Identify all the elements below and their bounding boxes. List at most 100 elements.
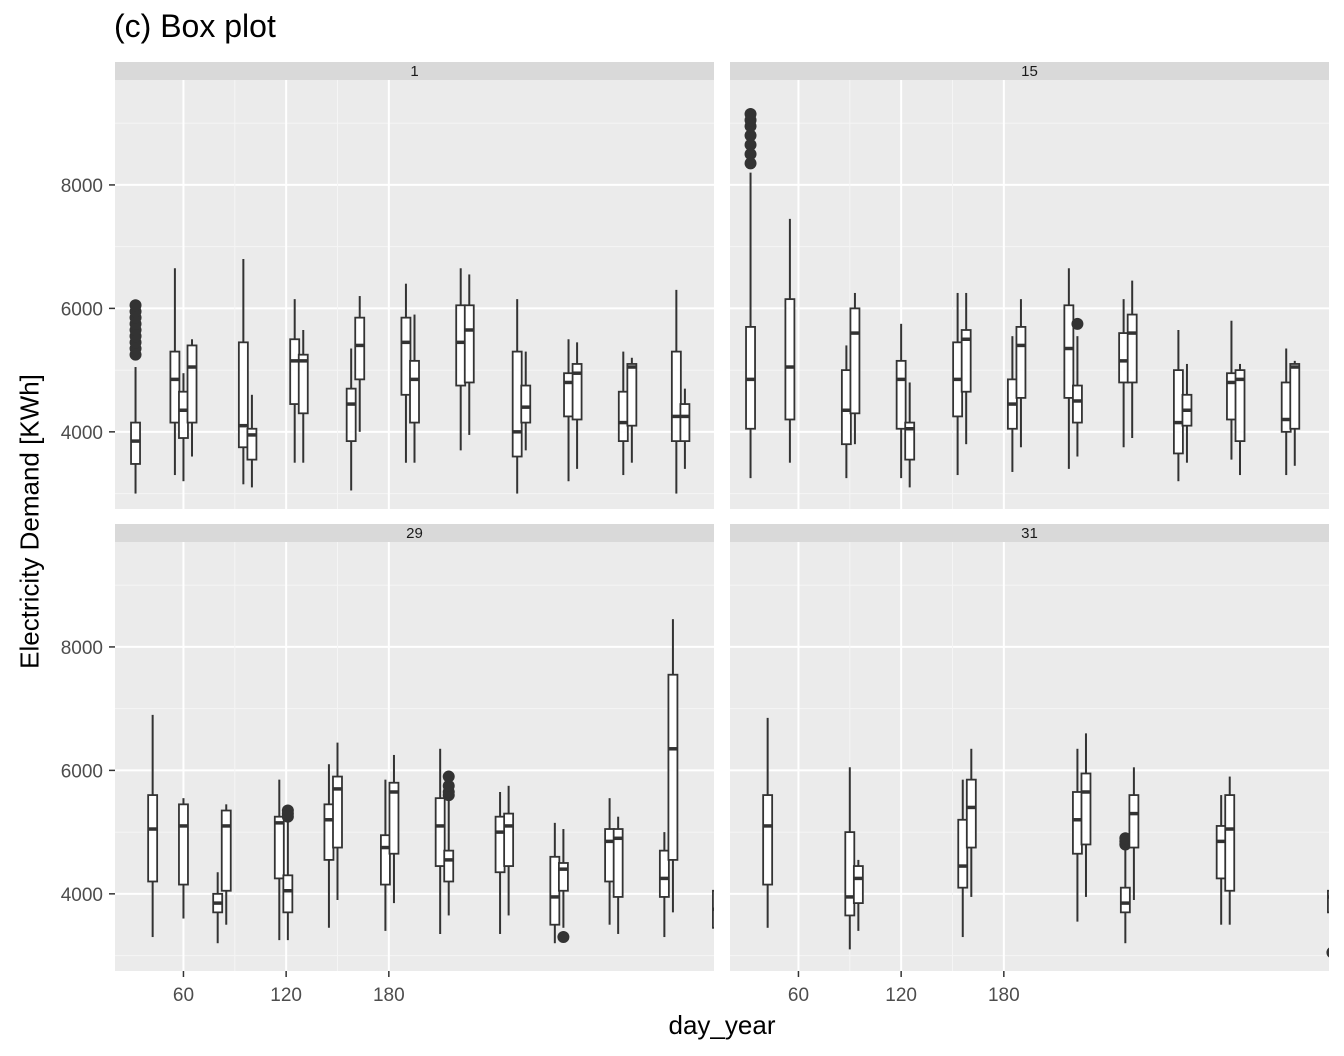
- box-iqr: [1215, 825, 1227, 880]
- box: [1289, 360, 1301, 466]
- x-tick-label: 60: [788, 985, 809, 1006]
- box-iqr: [186, 344, 198, 424]
- box: [400, 283, 412, 463]
- box: [667, 619, 679, 913]
- box: [1126, 280, 1138, 439]
- y-tick-label: 8000: [61, 638, 103, 659]
- box-iqr: [549, 855, 561, 926]
- box-iqr: [604, 828, 616, 883]
- box-iqr: [965, 778, 977, 849]
- box-iqr: [323, 803, 335, 861]
- box: [220, 804, 232, 925]
- box: [604, 798, 616, 925]
- box-iqr: [220, 809, 232, 892]
- facet-panel-1: 1 4000 6000 8000: [61, 62, 714, 509]
- box: [345, 348, 357, 491]
- box: [1063, 268, 1075, 469]
- box: [494, 791, 506, 934]
- box-iqr: [332, 775, 343, 849]
- box-iqr: [1336, 373, 1344, 450]
- box-group: [744, 107, 1344, 488]
- box: [849, 292, 861, 445]
- box-iqr: [297, 353, 309, 415]
- box-iqr: [852, 865, 864, 905]
- box-iqr: [494, 815, 506, 874]
- box: [297, 329, 309, 463]
- box: [237, 259, 249, 485]
- box-iqr: [169, 350, 181, 424]
- outlier-point: [129, 299, 142, 312]
- box-iqr: [409, 359, 420, 424]
- box-iqr: [443, 849, 455, 883]
- panel-background: [115, 542, 714, 971]
- box-iqr: [130, 421, 141, 465]
- box-iqr: [762, 794, 774, 886]
- box: [626, 357, 638, 463]
- y-tick-label: 6000: [61, 299, 103, 320]
- box-iqr: [246, 427, 258, 461]
- box-iqr: [282, 874, 294, 914]
- box: [957, 779, 969, 938]
- chart-title: (c) Box plot: [114, 8, 276, 44]
- outlier-point: [744, 157, 757, 170]
- box: [612, 816, 624, 934]
- x-tick-label: 60: [173, 985, 194, 1006]
- box: [1006, 336, 1018, 472]
- x-axis-label: day_year: [668, 1010, 776, 1040]
- box: [557, 829, 570, 944]
- box: [434, 748, 446, 934]
- box: [960, 292, 972, 445]
- box: [1071, 317, 1084, 457]
- box: [965, 748, 977, 897]
- box: [354, 296, 366, 432]
- box-iqr: [463, 304, 475, 384]
- outlier-point: [744, 107, 757, 120]
- box: [178, 798, 189, 919]
- facet-strip: [115, 62, 714, 80]
- box-iqr: [1072, 384, 1083, 424]
- box: [721, 900, 730, 952]
- box: [852, 859, 864, 931]
- x-tick-label: 180: [988, 985, 1020, 1006]
- box: [409, 314, 420, 463]
- box: [1224, 776, 1236, 925]
- box: [388, 754, 400, 904]
- facet-panel-15: 15: [730, 62, 1344, 509]
- box: [895, 323, 907, 479]
- box: [1015, 299, 1027, 448]
- box-group: [147, 619, 730, 952]
- box: [1118, 299, 1130, 448]
- panel-background: [730, 80, 1329, 509]
- box-iqr: [1063, 304, 1075, 399]
- box-iqr: [237, 341, 249, 449]
- box-iqr: [784, 298, 796, 421]
- x-tick-label: 180: [373, 985, 405, 1006]
- box-iqr: [273, 815, 285, 880]
- outlier-point: [442, 779, 455, 792]
- box-iqr: [1289, 363, 1301, 430]
- facet-strip-label: 29: [406, 525, 423, 542]
- box: [1080, 733, 1092, 897]
- facet-strip-label: 1: [410, 63, 418, 80]
- box-iqr: [434, 797, 446, 867]
- box-iqr: [147, 794, 159, 883]
- box-iqr: [1015, 326, 1027, 399]
- box-iqr: [1280, 381, 1292, 433]
- box: [1234, 363, 1246, 476]
- box-iqr: [658, 849, 670, 898]
- outlier-point: [744, 129, 757, 142]
- box: [1336, 321, 1344, 488]
- x-tick-label: 120: [885, 985, 917, 1006]
- box-iqr: [626, 363, 638, 427]
- box: [904, 382, 916, 488]
- box-iqr: [400, 316, 412, 396]
- box-iqr: [904, 421, 916, 461]
- box-iqr: [1327, 889, 1329, 914]
- box: [520, 351, 532, 451]
- panel-background: [730, 542, 1329, 971]
- box-iqr: [1080, 772, 1092, 846]
- box-iqr: [840, 369, 852, 446]
- box: [658, 832, 670, 938]
- box: [1326, 889, 1329, 958]
- box-iqr: [557, 862, 569, 892]
